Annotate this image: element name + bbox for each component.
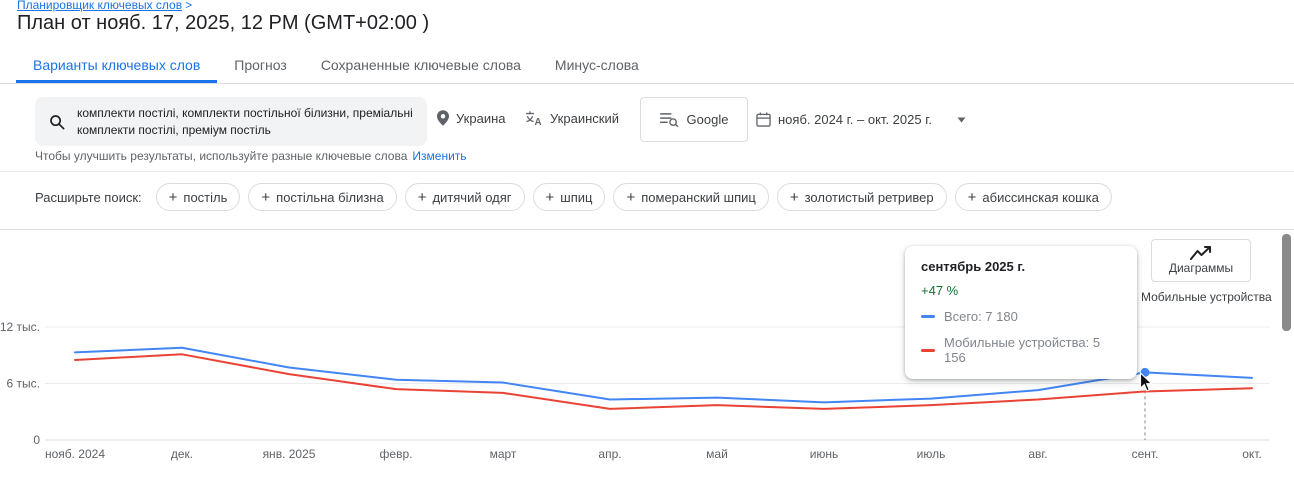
date-range-value: нояб. 2024 г. – окт. 2025 г. bbox=[778, 112, 932, 127]
date-range-filter[interactable]: нояб. 2024 г. – окт. 2025 г. bbox=[756, 112, 966, 127]
search-hint: Чтобы улучшить результаты, используйте р… bbox=[35, 149, 467, 163]
network-filter[interactable]: Google bbox=[640, 97, 748, 142]
plus-icon: + bbox=[967, 188, 977, 206]
keyword-chip[interactable]: + дитячий одяг bbox=[404, 183, 525, 211]
line-chart-icon bbox=[1190, 246, 1211, 260]
divider bbox=[0, 171, 1294, 172]
calendar-icon bbox=[756, 112, 771, 127]
tooltip-series-row: Мобильные устройства: 5 156 bbox=[921, 335, 1121, 365]
chip-label: померанский шпиц bbox=[641, 189, 756, 205]
network-value: Google bbox=[686, 112, 729, 127]
chip-label: шпиц bbox=[560, 189, 593, 205]
x-axis-label: февр. bbox=[380, 447, 413, 461]
x-axis-label: май bbox=[706, 447, 728, 461]
plus-icon: + bbox=[417, 188, 427, 206]
chips: + постіль + постільна білизна + дитячий одяг +… bbox=[155, 183, 1112, 211]
search-icon bbox=[50, 114, 65, 129]
expand-search-label: Расширьте поиск: bbox=[35, 189, 142, 205]
tab-минус-слова[interactable]: Минус-слова bbox=[554, 57, 639, 73]
y-axis-label: 0 bbox=[33, 433, 40, 447]
keyword-chip[interactable]: + померанский шпиц bbox=[613, 183, 769, 211]
diagrams-button[interactable]: Диаграммы bbox=[1151, 239, 1251, 282]
language-filter[interactable]: A Украинский bbox=[525, 110, 619, 126]
tabs: Варианты ключевых слов Прогноз Сохраненные… bbox=[16, 50, 656, 83]
chip-label: дитячий одяг bbox=[432, 189, 512, 205]
plus-icon: + bbox=[545, 188, 555, 206]
breadcrumb-label[interactable]: Планировщик ключевых слов bbox=[17, 0, 183, 12]
tooltip-series: Всего: 7 180 Мобильные устройства: 5 156 bbox=[921, 309, 1121, 365]
highlight-point bbox=[1140, 367, 1150, 377]
chip-label: постіль bbox=[183, 189, 228, 205]
keywords-search-box[interactable]: комплекти постілі, комплекти постільної … bbox=[35, 97, 427, 146]
x-axis-label: авг. bbox=[1028, 447, 1047, 461]
chart-tooltip: сентябрь 2025 г. +47 % Всего: 7 180 Мобил… bbox=[905, 246, 1137, 379]
breadcrumb[interactable]: Планировщик ключевых слов > bbox=[17, 0, 192, 12]
chip-label: постільна білизна bbox=[276, 189, 384, 205]
x-axis-label: июнь bbox=[810, 447, 839, 461]
page-title: План от нояб. 17, 2025, 12 PM (GMT+02:00… bbox=[17, 12, 430, 34]
x-axis-label: апр. bbox=[598, 447, 621, 461]
tooltip-month: сентябрь 2025 г. bbox=[921, 259, 1026, 274]
translate-icon: A bbox=[526, 111, 542, 126]
chip-label: абиссинская кошка bbox=[982, 189, 1099, 205]
y-axis-label: 12 тыс. bbox=[0, 320, 40, 334]
location-filter[interactable]: Украина bbox=[437, 110, 506, 126]
series-color-dash bbox=[921, 315, 935, 318]
x-axis-label: нояб. 2024 bbox=[45, 447, 105, 461]
hover-series-label: Мобильные устройства bbox=[1141, 290, 1272, 304]
chevron-down-icon[interactable] bbox=[957, 117, 966, 123]
series-label: Всего: 7 180 bbox=[944, 309, 1018, 324]
series-color-dash bbox=[921, 348, 935, 352]
tab-прогноз[interactable]: Прогноз bbox=[234, 57, 287, 73]
keyword-chip[interactable]: + постіль bbox=[155, 183, 241, 211]
diagrams-button-label: Диаграммы bbox=[1168, 261, 1234, 275]
x-axis-label: окт. bbox=[1242, 447, 1262, 461]
plus-icon: + bbox=[168, 188, 178, 206]
plus-icon: + bbox=[626, 188, 636, 206]
keyword-chip[interactable]: + золотистый ретривер bbox=[776, 183, 947, 211]
chart-line-total bbox=[74, 346, 1253, 404]
series-label: Мобильные устройства: 5 156 bbox=[944, 335, 1101, 365]
x-axis-label: июль bbox=[917, 447, 946, 461]
svg-text:A: A bbox=[534, 117, 541, 126]
chart-line-mobile bbox=[74, 353, 1253, 410]
edit-link[interactable]: Изменить bbox=[412, 149, 467, 163]
tab-варианты-ключевых-слов[interactable]: Варианты ключевых слов bbox=[16, 50, 218, 83]
plus-icon: + bbox=[261, 188, 271, 206]
breadcrumb-arrow: > bbox=[185, 0, 193, 12]
divider bbox=[0, 229, 1294, 230]
location-value: Украина bbox=[456, 110, 506, 126]
tabs-divider bbox=[0, 83, 1294, 84]
x-axis-label: март bbox=[490, 447, 517, 461]
y-axis-label: 6 тыс. bbox=[7, 377, 40, 391]
tooltip-change: +47 % bbox=[921, 283, 959, 298]
tooltip-series-row: Всего: 7 180 bbox=[921, 309, 1121, 324]
keyword-chip[interactable]: + абиссинская кошка bbox=[954, 183, 1112, 211]
plus-icon: + bbox=[789, 188, 799, 206]
language-value: Украинский bbox=[550, 110, 619, 126]
hint-text: Чтобы улучшить результаты, используйте р… bbox=[35, 149, 408, 163]
keyword-chip[interactable]: + постільна білизна bbox=[248, 183, 397, 211]
x-axis-label: сент. bbox=[1132, 447, 1159, 461]
expand-search-row: Расширьте поиск: + постіль + постільна біли… bbox=[35, 183, 1284, 211]
tab-сохраненные-ключевые-слова[interactable]: Сохраненные ключевые слова bbox=[320, 57, 521, 73]
keyword-chip[interactable]: + шпиц bbox=[532, 183, 606, 211]
search-network-icon bbox=[659, 113, 679, 127]
x-axis-label: дек. bbox=[171, 447, 193, 461]
location-pin-icon bbox=[437, 110, 449, 126]
x-axis-label: янв. 2025 bbox=[263, 447, 316, 461]
keywords-input-value[interactable]: комплекти постілі, комплекти постільної … bbox=[77, 105, 413, 137]
chip-label: золотистый ретривер bbox=[804, 189, 934, 205]
vertical-scrollbar-thumb[interactable] bbox=[1282, 234, 1291, 331]
